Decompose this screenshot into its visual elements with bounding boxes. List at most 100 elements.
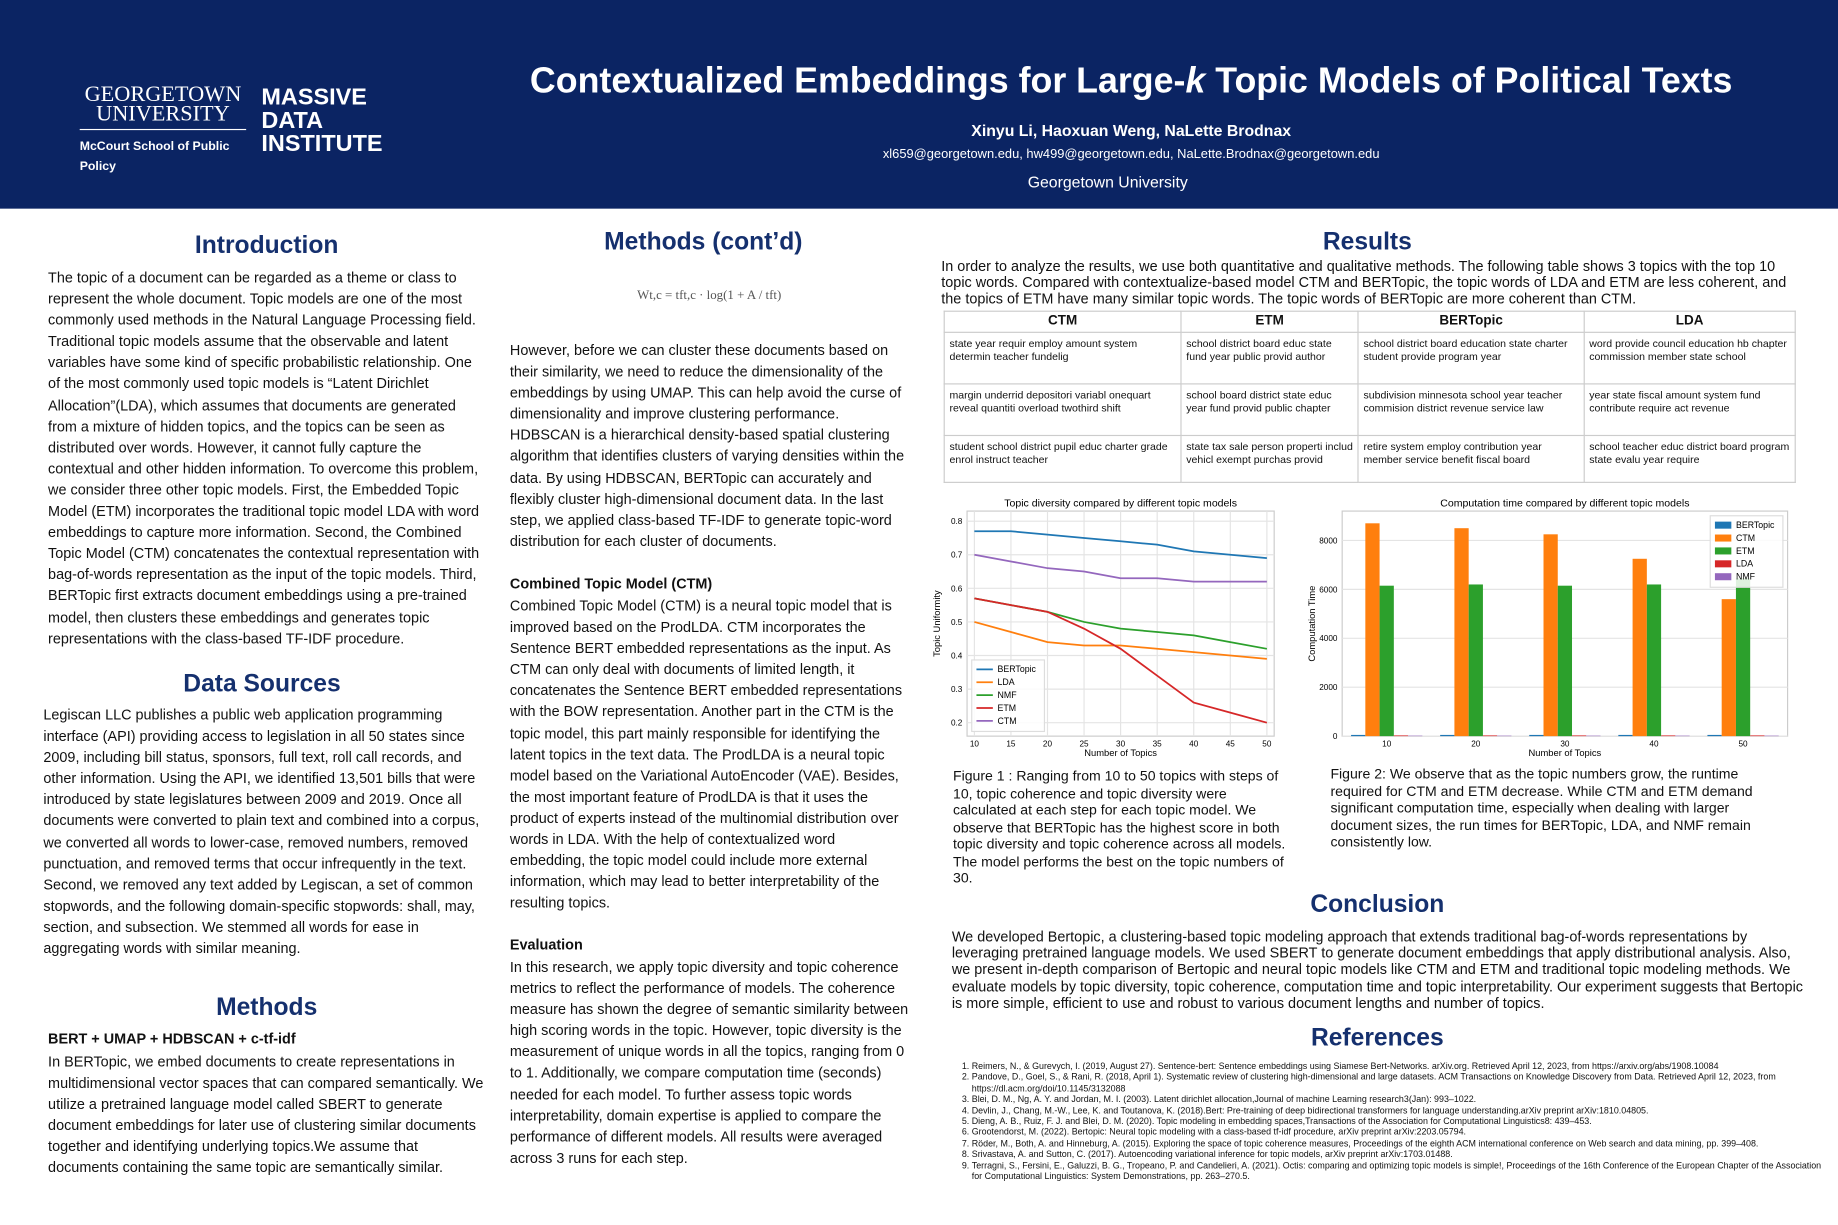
legend-swatch <box>1714 573 1732 581</box>
logo-text: UNIVERSITY <box>96 101 230 127</box>
y-axis-label: Computation Time <box>1307 586 1317 662</box>
section-heading: Conclusion <box>1310 890 1445 918</box>
y-tick-label: 8000 <box>1319 536 1338 545</box>
bar <box>1379 585 1394 737</box>
reference-list: Reimers, N., & Gurevych, I. (2019, Augus… <box>941 1061 1821 1182</box>
legend-label: NMF <box>1736 572 1756 582</box>
y-tick-label: 0.3 <box>951 685 963 694</box>
cell: school district board educ state fund ye… <box>1180 331 1359 385</box>
cell: state year requir employ amount system d… <box>943 331 1182 385</box>
series-line <box>974 530 1267 559</box>
header: GEORGETOWN UNIVERSITY McCourt School of … <box>0 0 1838 209</box>
bar <box>1529 734 1544 737</box>
x-tick-label: 20 <box>1043 740 1053 749</box>
bar <box>1721 599 1736 737</box>
legend-label: CTM <box>998 716 1017 726</box>
bar <box>1735 578 1751 737</box>
bar-chart: Computation time compared by different t… <box>1307 497 1789 758</box>
y-tick-label: 0.6 <box>951 584 963 593</box>
y-tick-label: 0 <box>1333 732 1338 741</box>
line-chart: Topic diversity compared by different to… <box>932 497 1275 758</box>
title: Contextualized Embeddings for Large-k To… <box>445 61 1816 102</box>
legend-swatch <box>1714 521 1732 529</box>
bar <box>1661 735 1676 737</box>
table-row: margin underrid depositori variabl onequ… <box>943 383 1796 437</box>
figure-caption: Figure 1 : Ranging from 10 to 50 topics … <box>952 767 1286 887</box>
reference: Grootendorst, M. (2022). Bertopic: Neura… <box>972 1127 1822 1138</box>
legend-label: BERTopic <box>998 664 1037 674</box>
subheading: Evaluation <box>509 936 583 953</box>
section-heading: References <box>1310 1024 1444 1052</box>
title-part: Topic Models of Political Texts <box>1205 60 1733 101</box>
chart-title: Computation time compared by different t… <box>1440 497 1689 509</box>
logo-text: MASSIVE <box>261 84 367 111</box>
y-tick-label: 6000 <box>1319 585 1338 594</box>
bar <box>1618 734 1633 737</box>
reference: Srivastava, A. and Sutton, C. (2017). Au… <box>972 1149 1822 1160</box>
paragraph: In this research, we apply topic diversi… <box>509 958 909 1167</box>
cell: retire system employ contribution year m… <box>1357 434 1585 483</box>
subheading: Combined Topic Model (CTM) <box>509 575 713 592</box>
x-tick-label: 50 <box>1262 740 1272 749</box>
column-header: CTM <box>943 310 1182 333</box>
x-tick-label: 40 <box>1189 740 1199 749</box>
title-part: k <box>1185 60 1206 101</box>
legend-swatch <box>1714 534 1732 542</box>
cell: school teacher educ district board progr… <box>1583 434 1796 483</box>
chart-title: Topic diversity compared by different to… <box>1004 497 1237 509</box>
table-header: CTM ETM BERTopic LDA <box>943 310 1796 333</box>
cell: year state fiscal amount system fund con… <box>1583 383 1796 437</box>
logo-text: INSTITUTE <box>261 131 383 158</box>
table-row: state year requir employ amount system d… <box>943 331 1796 385</box>
section-heading: Results <box>1322 228 1412 256</box>
cell: school district board education state ch… <box>1357 331 1585 385</box>
results-table: CTM ETM BERTopic LDA state year requir empl… <box>943 310 1796 483</box>
section-heading: Introduction <box>194 232 339 260</box>
x-tick-label: 40 <box>1649 740 1659 749</box>
column-header: ETM <box>1180 310 1359 333</box>
y-tick-label: 0.8 <box>951 517 963 526</box>
cell: word provide council education hb chapte… <box>1583 331 1796 385</box>
legend-label: ETM <box>998 703 1017 713</box>
subheading: BERT + UMAP + HDBSCAN + c-tf-idf <box>48 1030 296 1047</box>
legend-swatch <box>1714 547 1732 555</box>
section-heading: Methods <box>216 994 318 1021</box>
y-tick-label: 0.7 <box>951 551 963 560</box>
legend-label: NMF <box>998 690 1018 700</box>
paragraph: The topic of a document can be regarded … <box>48 269 480 647</box>
title-part: Contextualized Embeddings for Large- <box>529 60 1186 101</box>
bar <box>1646 584 1662 737</box>
affiliation: Georgetown University <box>1027 173 1188 192</box>
y-tick-label: 4000 <box>1319 634 1338 643</box>
x-axis-label: Number of Topics <box>1084 748 1157 758</box>
bar <box>1557 585 1573 737</box>
cell: subdivision minnesota school year teache… <box>1357 383 1585 437</box>
x-tick-label: 25 <box>1080 740 1090 749</box>
section-heading: Methods (cont’d) <box>604 228 803 256</box>
paragraph: In order to analyze the results, we use … <box>941 257 1787 308</box>
series-line <box>974 621 1267 660</box>
y-tick-label: 0.4 <box>951 651 963 660</box>
series-line <box>974 553 1267 583</box>
x-tick-label: 20 <box>1471 740 1481 749</box>
bar <box>1572 735 1587 737</box>
bar <box>1543 534 1558 737</box>
column-header: BERTopic <box>1357 310 1585 333</box>
x-tick-label: 30 <box>1560 740 1570 749</box>
cell: school board district state educ year fu… <box>1180 383 1359 437</box>
formula: Wt,c = tft,c · log(1 + A / tft) <box>637 288 782 303</box>
paragraph: Combined Topic Model (CTM) is a neural t… <box>509 597 903 912</box>
cell: margin underrid depositori variabl onequ… <box>943 383 1182 437</box>
column-header: LDA <box>1583 310 1796 333</box>
bar <box>1750 735 1765 737</box>
paragraph: Legiscan LLC publishes a public web appl… <box>43 706 480 957</box>
legend-label: CTM <box>1736 533 1755 543</box>
x-tick-label: 50 <box>1739 740 1749 749</box>
bar <box>1351 734 1366 737</box>
cell: student school district pupil educ chart… <box>943 434 1182 483</box>
bar <box>1393 735 1409 737</box>
school-name: McCourt School of Public Policy <box>79 128 247 177</box>
reference: Reimers, N., & Gurevych, I. (2019, Augus… <box>972 1061 1822 1072</box>
x-tick-label: 10 <box>1382 740 1392 749</box>
